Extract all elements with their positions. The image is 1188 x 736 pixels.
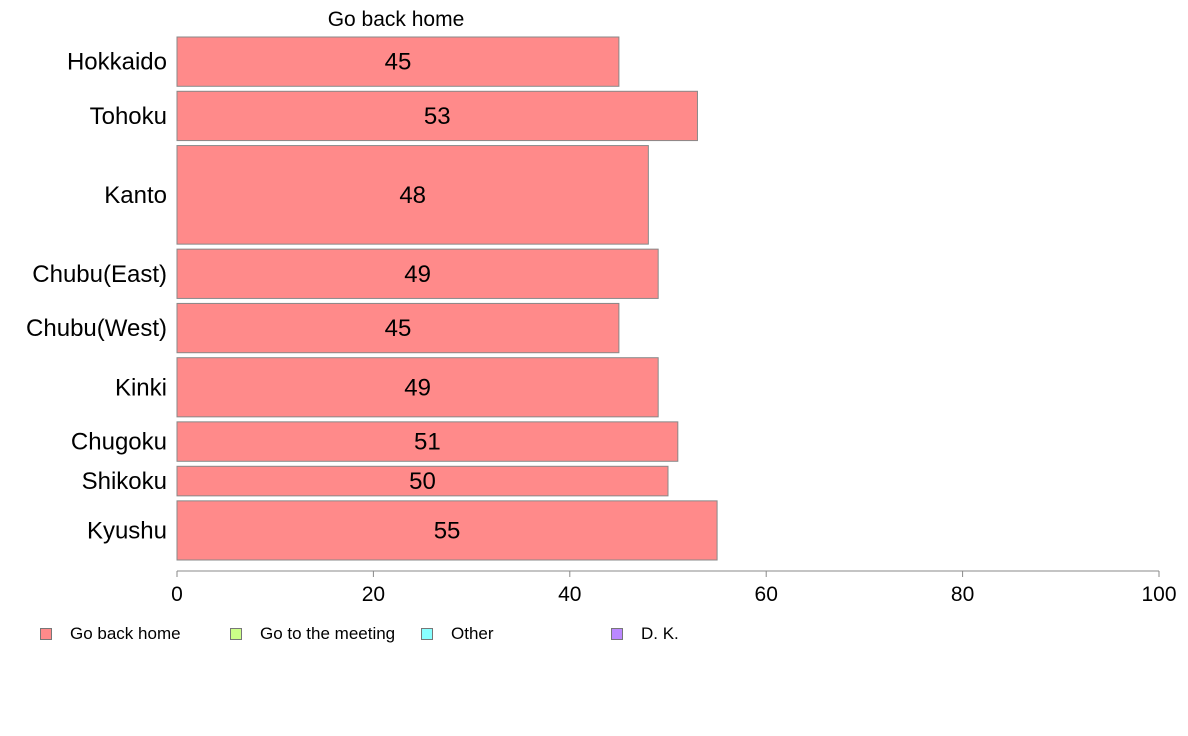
category-label: Chubu(West) — [26, 315, 167, 342]
bar — [176, 248, 659, 299]
bar — [176, 36, 620, 87]
data-label: 55 — [434, 517, 461, 544]
legend-label: Go to the meeting — [260, 624, 396, 643]
bar — [176, 465, 669, 497]
x-tick-label: 80 — [951, 583, 974, 606]
category-label: Chugoku — [71, 429, 167, 456]
data-label: 49 — [404, 374, 431, 401]
legend-label: Other — [451, 624, 494, 643]
data-label: 51 — [414, 429, 441, 456]
chart-title: Go back home — [328, 8, 465, 31]
bar — [176, 145, 649, 245]
legend-swatch — [40, 628, 52, 640]
bar — [176, 421, 679, 462]
bar — [176, 302, 620, 354]
category-label: Kinki — [115, 374, 167, 401]
category-label: Tohoku — [90, 103, 167, 130]
bar — [176, 357, 659, 418]
x-tick-label: 100 — [1141, 583, 1176, 606]
legend-item-other: Other — [421, 624, 494, 644]
bar — [176, 90, 698, 142]
legend-swatch — [230, 628, 242, 640]
legend-swatch — [421, 628, 433, 640]
x-tick-label: 0 — [171, 583, 183, 606]
legend-item-go-back-home: Go back home — [40, 624, 181, 644]
data-label: 45 — [385, 315, 412, 342]
category-label: Kanto — [104, 182, 167, 209]
x-tick-label: 60 — [755, 583, 778, 606]
category-label: Shikoku — [82, 468, 167, 495]
legend-item-go-to-the-meeting: Go to the meeting — [230, 624, 395, 644]
data-label: 45 — [385, 49, 412, 76]
data-label: 53 — [424, 103, 451, 130]
legend-label: Go back home — [70, 624, 181, 643]
legend-item-dk: D. K. — [611, 624, 679, 644]
category-label: Hokkaido — [67, 49, 167, 76]
data-label: 49 — [404, 261, 431, 288]
legend-label: D. K. — [641, 624, 679, 643]
category-label: Chubu(East) — [32, 261, 167, 288]
legend-swatch — [611, 628, 623, 640]
category-label: Kyushu — [87, 517, 167, 544]
data-label: 48 — [399, 182, 426, 209]
data-label: 50 — [409, 468, 436, 495]
legend: Go back home Go to the meeting Other D. … — [0, 624, 1188, 646]
x-tick-label: 20 — [362, 583, 385, 606]
bar — [176, 500, 718, 561]
x-tick-label: 40 — [558, 583, 581, 606]
